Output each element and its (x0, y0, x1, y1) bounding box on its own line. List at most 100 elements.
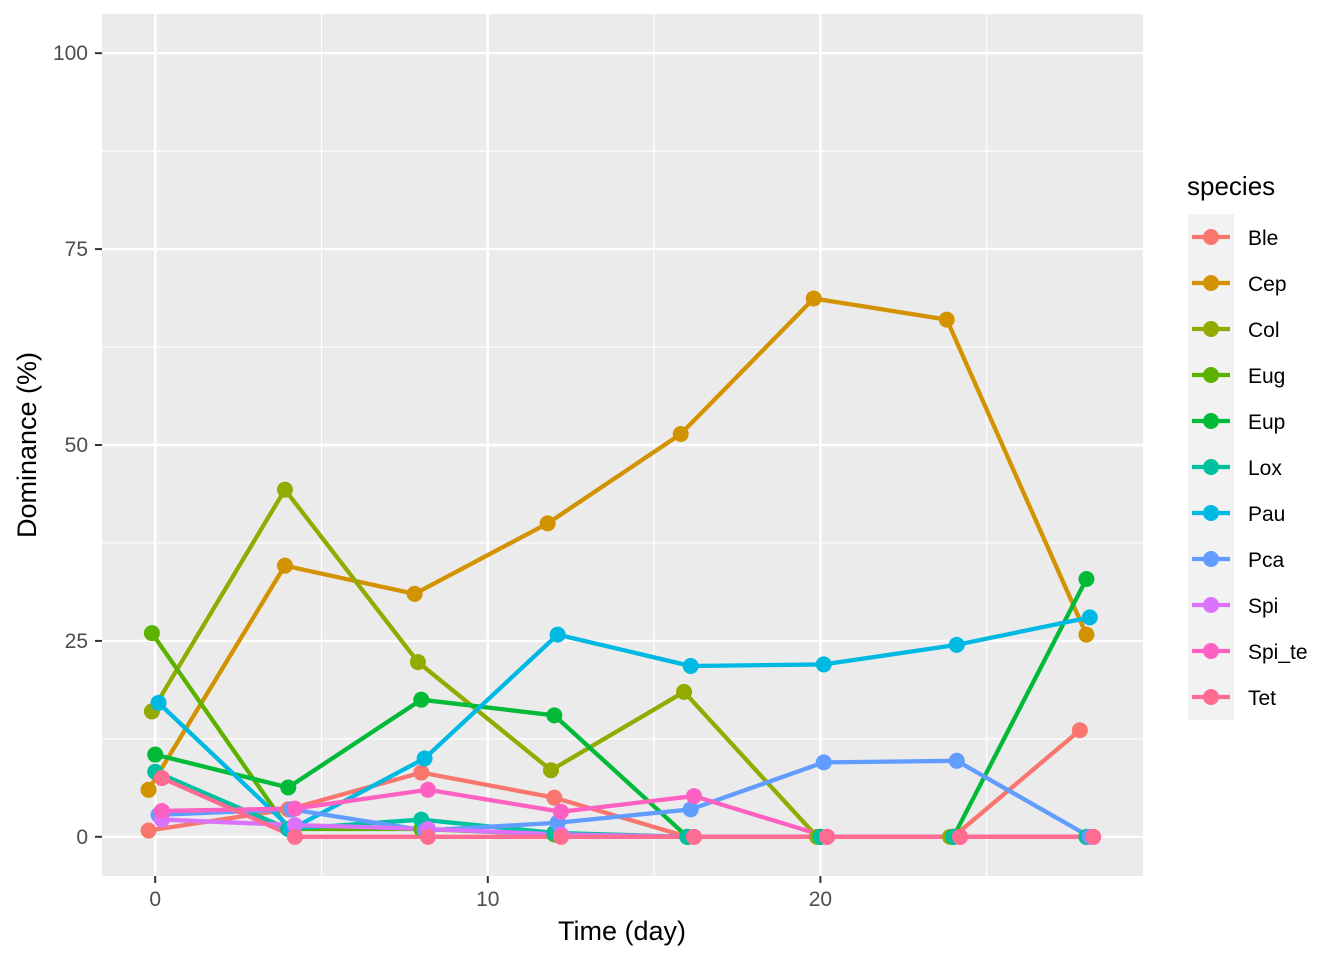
legend-label: Spi (1248, 595, 1278, 618)
legend-item-lox: Lox (1192, 457, 1282, 480)
data-point-pau (682, 657, 699, 674)
legend-label: Col (1248, 319, 1280, 342)
legend-key-point (1203, 413, 1219, 429)
y-tick-label: 75 (65, 238, 88, 261)
data-point-eup (413, 691, 430, 708)
legend-label: Ble (1248, 227, 1278, 250)
legend-item-eup: Eup (1192, 411, 1285, 434)
data-point-eup (546, 707, 563, 724)
data-point-eup (1078, 571, 1095, 588)
data-point-col (542, 762, 559, 779)
data-point-col (276, 481, 293, 498)
y-axis: 0 25 50 75 100 (53, 42, 102, 849)
data-point-tet (552, 828, 569, 845)
data-point-cep (276, 557, 293, 574)
legend-label: Eug (1248, 365, 1285, 388)
data-point-pau (150, 694, 167, 711)
data-point-tet (153, 770, 170, 787)
data-point-pca (815, 754, 832, 771)
legend-item-spi: Spi (1192, 595, 1278, 618)
legend-label: Pau (1248, 503, 1285, 526)
legend-item-col: Col (1192, 319, 1280, 342)
data-point-pau (815, 656, 832, 673)
data-point-pca (948, 752, 965, 769)
data-point-tet (286, 828, 303, 845)
data-point-spi-te (153, 802, 170, 819)
legend-item-cep: Cep (1192, 273, 1287, 296)
legend-item-pca: Pca (1192, 549, 1285, 572)
data-point-tet (952, 828, 969, 845)
legend-key-point (1203, 321, 1219, 337)
data-point-ble (546, 789, 563, 806)
data-point-ble (140, 822, 157, 839)
data-point-pau (416, 750, 433, 767)
series-points (140, 290, 1102, 845)
x-tick-label: 10 (476, 888, 499, 911)
data-point-eup (280, 779, 297, 796)
legend-label: Tet (1248, 687, 1276, 710)
legend: species Ble Cep Col Eug Eup Lox Pau Pca Spi Spi_t… (1187, 171, 1308, 720)
data-point-spi-te (419, 781, 436, 798)
data-point-tet (419, 828, 436, 845)
data-point-pau (1081, 609, 1098, 626)
data-point-col (409, 654, 426, 671)
data-point-spi-te (552, 803, 569, 820)
legend-item-pau: Pau (1192, 503, 1285, 526)
x-tick-label: 20 (809, 888, 832, 911)
legend-items: Ble Cep Col Eug Eup Lox Pau Pca Spi Spi_te Tet (1192, 227, 1308, 710)
data-point-pau (549, 626, 566, 643)
data-point-cep (539, 515, 556, 532)
legend-key-point (1203, 367, 1219, 383)
legend-key-point (1203, 643, 1219, 659)
data-point-col (676, 683, 693, 700)
legend-label: Cep (1248, 273, 1287, 296)
y-tick-label: 0 (76, 826, 88, 849)
data-point-ble (1071, 722, 1088, 739)
data-point-pca (682, 801, 699, 818)
data-point-cep (140, 781, 157, 798)
y-tick-label: 25 (65, 630, 88, 653)
y-tick-label: 100 (53, 42, 88, 65)
data-point-cep (1078, 626, 1095, 643)
y-axis-title: Dominance (%) (12, 352, 42, 538)
series-line-pau (157, 615, 1091, 832)
x-tick-label: 0 (149, 888, 161, 911)
series-line-tet (160, 776, 1094, 839)
data-point-tet (819, 828, 836, 845)
legend-key-point (1203, 505, 1219, 521)
legend-item-spi-te: Spi_te (1192, 641, 1308, 664)
legend-label: Spi_te (1248, 641, 1308, 664)
legend-label: Pca (1248, 549, 1285, 572)
data-point-spi (286, 817, 303, 834)
x-axis: 0 10 20 (149, 876, 832, 911)
legend-item-ble: Ble (1192, 227, 1278, 250)
legend-key-point (1203, 551, 1219, 567)
data-point-pau (948, 636, 965, 653)
y-tick-label: 50 (65, 434, 88, 457)
legend-title: species (1187, 171, 1275, 201)
series-line-pca (158, 758, 1091, 839)
legend-key-point (1203, 597, 1219, 613)
data-point-cep (406, 585, 423, 602)
data-point-cep (805, 290, 822, 307)
data-point-spi-te (286, 800, 303, 817)
legend-item-tet: Tet (1192, 687, 1276, 710)
legend-key-point (1203, 275, 1219, 291)
data-point-tet (1085, 828, 1102, 845)
legend-label: Eup (1248, 411, 1285, 434)
data-point-cep (938, 311, 955, 328)
data-point-eug (143, 625, 160, 642)
x-axis-title: Time (day) (558, 916, 686, 946)
series-lines (146, 296, 1094, 839)
data-point-tet (686, 828, 703, 845)
data-point-spi-te (686, 788, 703, 805)
legend-key-point (1203, 229, 1219, 245)
legend-label: Lox (1248, 457, 1282, 480)
data-point-ble (413, 764, 430, 781)
legend-key-point (1203, 689, 1219, 705)
data-point-eup (147, 746, 164, 763)
legend-key-point (1203, 459, 1219, 475)
legend-item-eug: Eug (1192, 365, 1285, 388)
